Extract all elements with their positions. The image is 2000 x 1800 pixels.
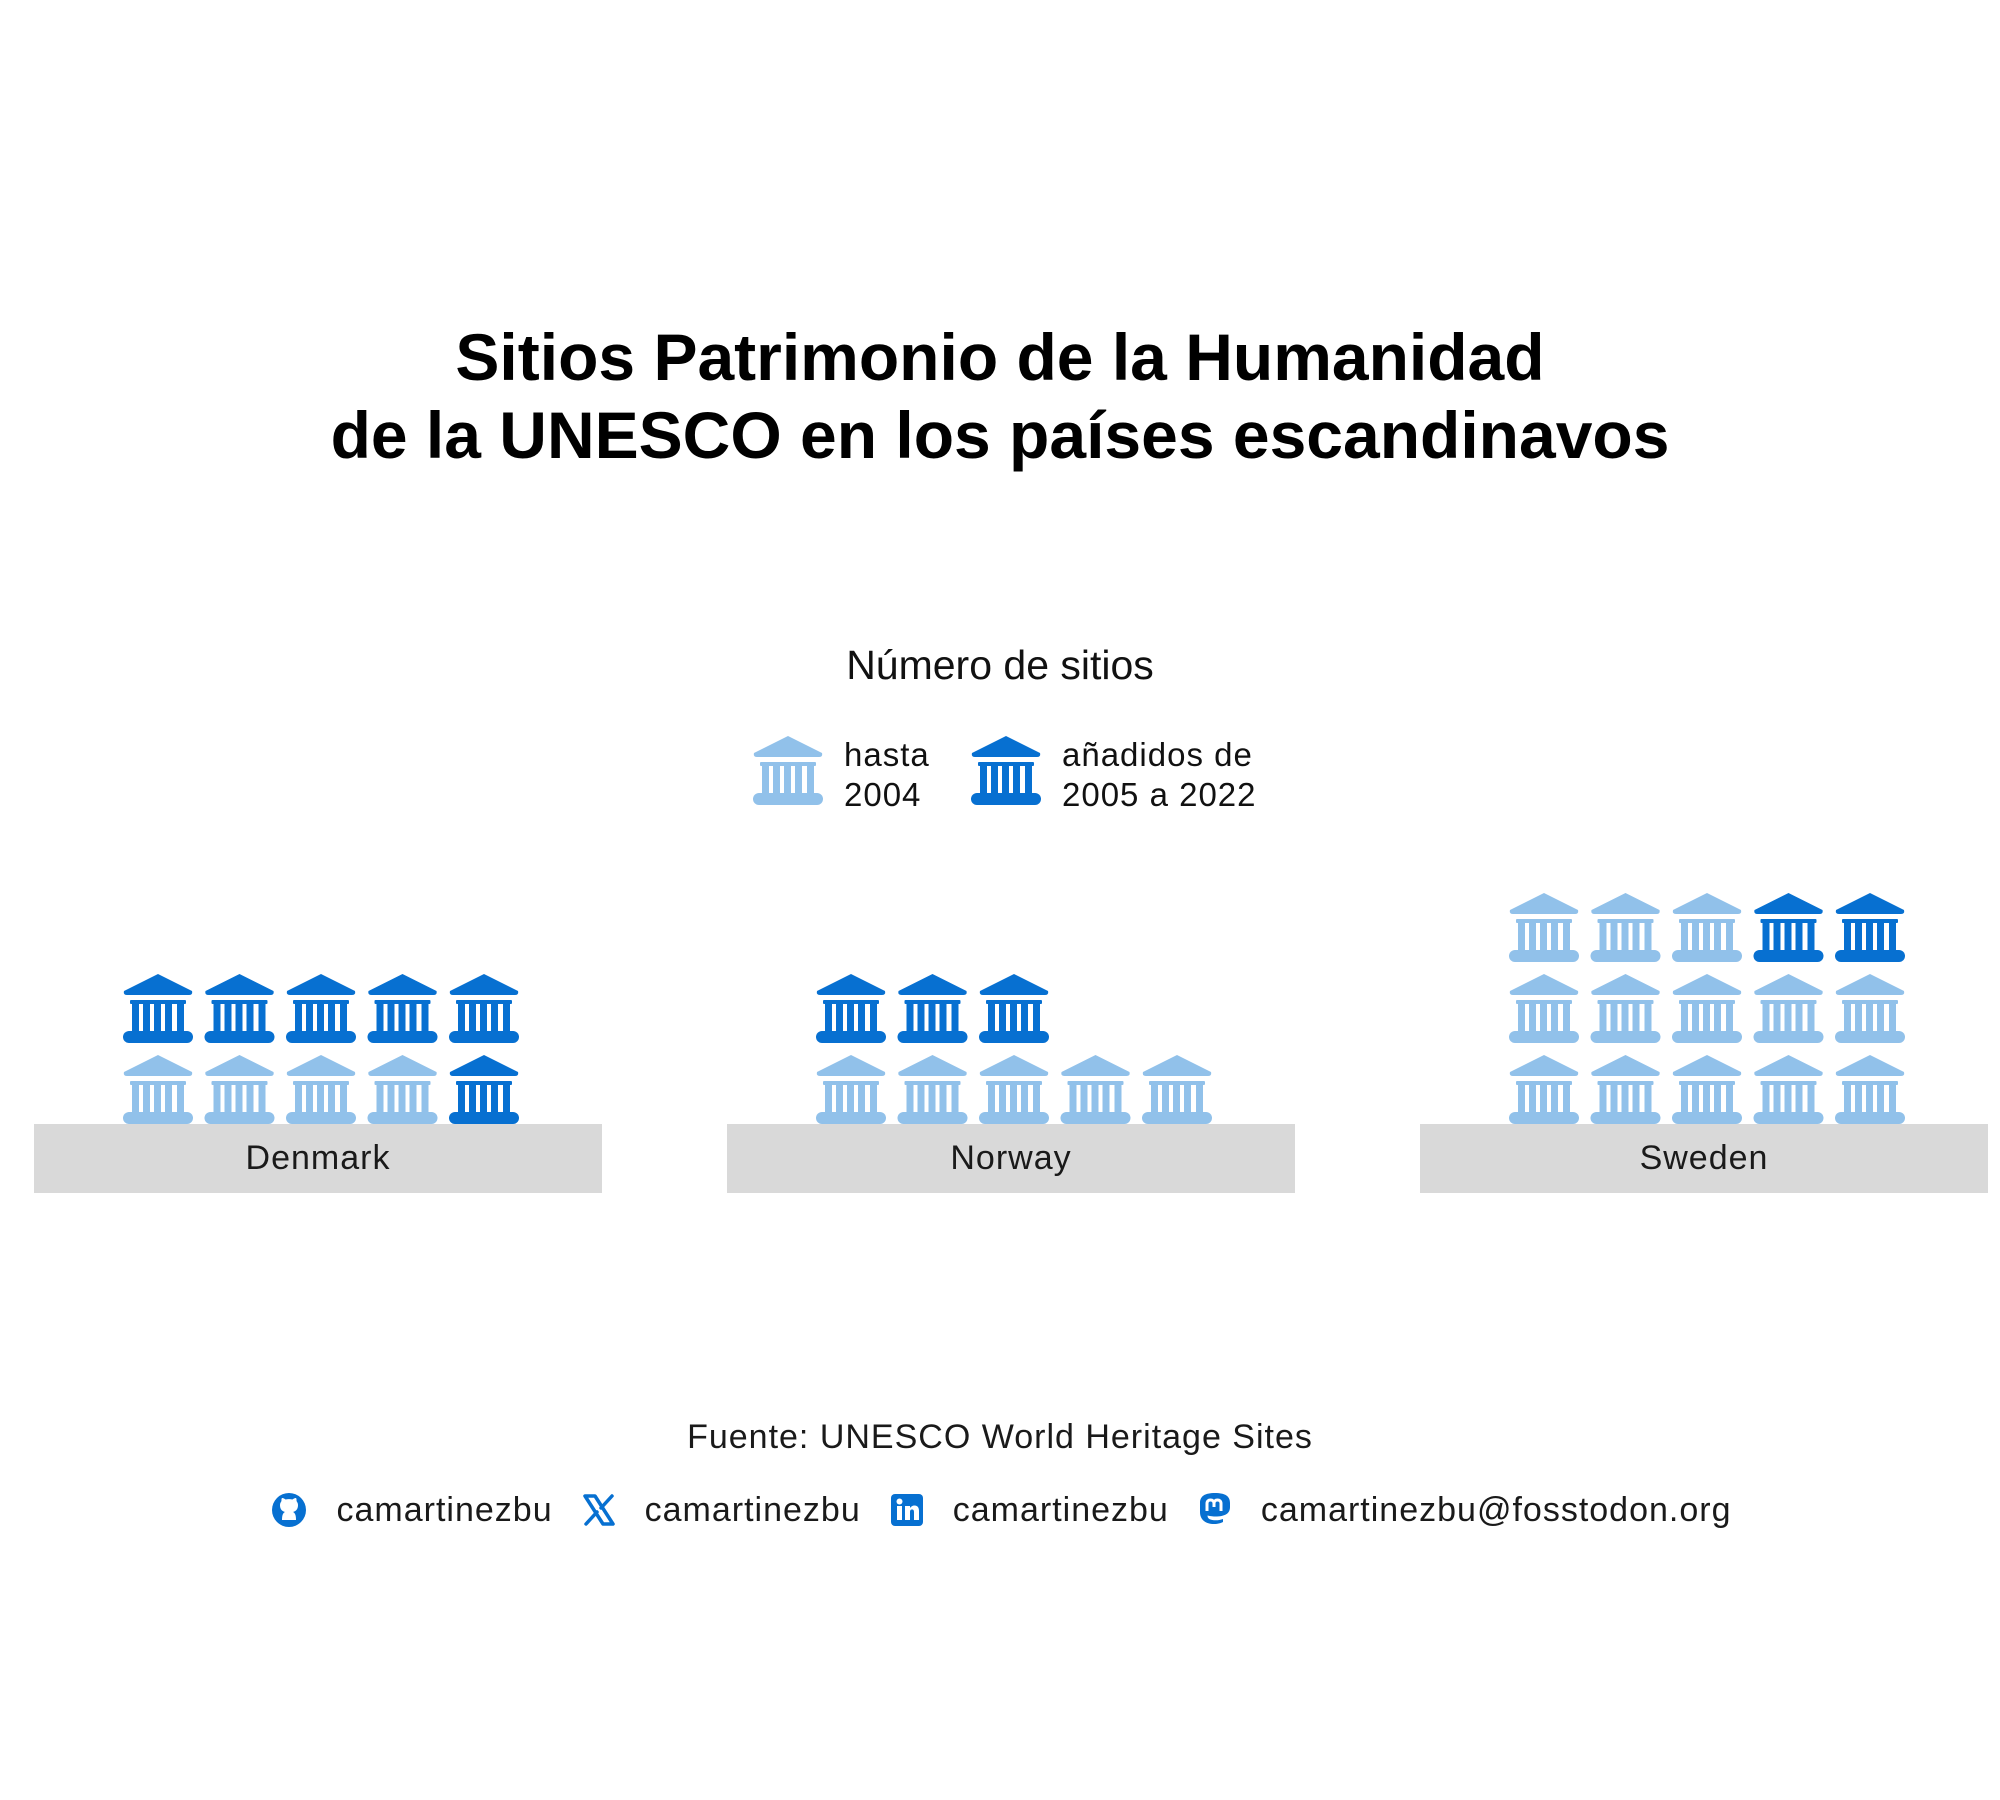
chart-title-line-2: de la UNESCO en los países escandinavos [330, 398, 1670, 472]
linkedin-handle: camartinezbu [952, 1490, 1169, 1529]
pictogram-sweden [1509, 893, 1905, 1124]
site-icon-sweden-6 [1509, 974, 1579, 1043]
site-icon-sweden-13 [1672, 893, 1742, 962]
landmark-icon [752, 735, 824, 807]
site-icon-sweden-4 [1753, 1055, 1824, 1124]
legend-item-2005-2022: añadidos de 2005 a 2022 [970, 735, 1257, 815]
github-icon [271, 1493, 306, 1527]
site-icon-denmark-4 [367, 1055, 438, 1124]
site-icon-sweden-15 [1835, 893, 1905, 962]
social-github[interactable]: camartinezbu [269, 1490, 553, 1530]
legend-label-line-1: hasta [844, 736, 930, 773]
x-icon [582, 1494, 615, 1526]
panel-norway: Norway [727, 0, 1295, 1200]
site-icon-sweden-2 [1590, 1055, 1661, 1124]
site-icon-sweden-5 [1835, 1055, 1905, 1124]
site-icon-sweden-7 [1590, 974, 1661, 1043]
site-icon-denmark-10 [449, 974, 519, 1043]
legend-label-line-2: 2004 [844, 776, 922, 813]
site-icon-sweden-14 [1753, 893, 1824, 962]
mastodon-handle: camartinezbu@fosstodon.org [1260, 1490, 1732, 1529]
legend-item-until-2004: hasta 2004 [752, 735, 930, 815]
mastodon-icon [1199, 1493, 1230, 1524]
chart-title-line-1: Sitios Patrimonio de la Humanidad [455, 320, 1545, 394]
site-icon-norway-7 [897, 974, 968, 1043]
site-icon-norway-2 [897, 1055, 968, 1124]
site-icon-denmark-2 [204, 1055, 275, 1124]
panel-sweden: Sweden [1420, 0, 1988, 1200]
site-icon-denmark-1 [123, 1055, 193, 1124]
site-icon-denmark-5 [449, 1055, 519, 1124]
site-icon-norway-3 [979, 1055, 1049, 1124]
site-icon-denmark-6 [123, 974, 193, 1043]
site-icon-denmark-8 [286, 974, 356, 1043]
country-label-denmark: Denmark [34, 1124, 602, 1193]
legend-label-line-2: 2005 a 2022 [1062, 776, 1257, 813]
country-label-norway: Norway [727, 1124, 1295, 1193]
landmark-icon [970, 735, 1042, 807]
pictogram-norway [816, 974, 1212, 1124]
legend-title: Número de sitios [846, 642, 1154, 688]
site-icon-sweden-12 [1590, 893, 1661, 962]
site-icon-denmark-7 [204, 974, 275, 1043]
panel-denmark: Denmark [34, 0, 602, 1200]
x-handle: camartinezbu [644, 1490, 861, 1529]
social-mastodon[interactable]: camartinezbu@fosstodon.org [1197, 1491, 1732, 1530]
legend-label: hasta 2004 [844, 735, 930, 815]
site-icon-norway-1 [816, 1055, 886, 1124]
site-icon-denmark-9 [367, 974, 438, 1043]
site-icon-norway-4 [1060, 1055, 1131, 1124]
site-icon-norway-5 [1142, 1055, 1212, 1124]
site-icon-sweden-9 [1753, 974, 1824, 1043]
site-icon-sweden-10 [1835, 974, 1905, 1043]
legend-label-line-1: añadidos de [1062, 736, 1253, 773]
github-handle: camartinezbu [336, 1490, 553, 1529]
social-links: camartinezbu camartinezbu camartinezbu [0, 1490, 2000, 1530]
source-caption: Fuente: UNESCO World Heritage Sites [687, 1418, 1313, 1456]
site-icon-sweden-1 [1509, 1055, 1579, 1124]
linkedin-icon [890, 1494, 923, 1526]
pictogram-denmark [123, 974, 519, 1124]
social-x[interactable]: camartinezbu [581, 1491, 861, 1530]
site-icon-norway-6 [816, 974, 886, 1043]
site-icon-sweden-11 [1509, 893, 1579, 962]
site-icon-sweden-3 [1672, 1055, 1742, 1124]
site-icon-norway-8 [979, 974, 1049, 1043]
site-icon-sweden-8 [1672, 974, 1742, 1043]
social-linkedin[interactable]: camartinezbu [889, 1491, 1169, 1530]
country-label-sweden: Sweden [1420, 1124, 1988, 1193]
site-icon-denmark-3 [286, 1055, 356, 1124]
legend-label: añadidos de 2005 a 2022 [1062, 735, 1257, 815]
